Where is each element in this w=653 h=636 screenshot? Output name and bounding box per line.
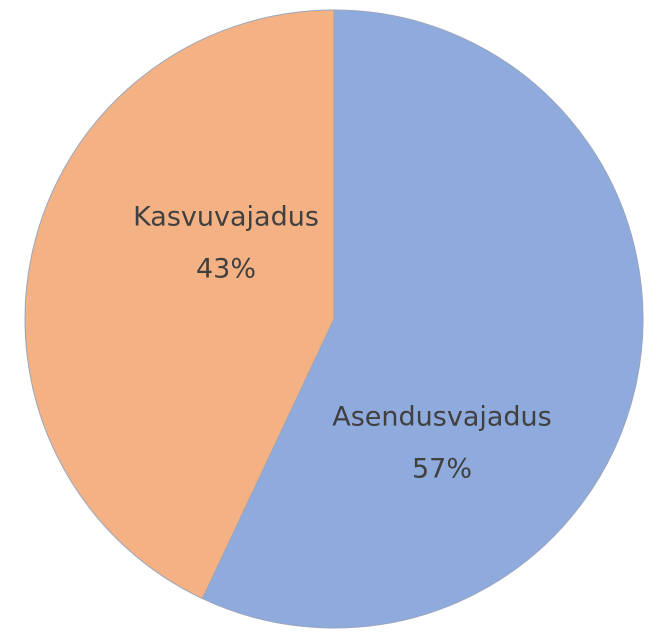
slice-value-label: 43% xyxy=(196,254,256,285)
pie-slice xyxy=(24,9,335,600)
slice-category-label: Kasvuvajadus xyxy=(133,202,319,233)
pie-slice xyxy=(201,9,644,629)
slice-category-label: Asendusvajadus xyxy=(332,402,551,433)
slice-value-label: 57% xyxy=(412,454,472,485)
